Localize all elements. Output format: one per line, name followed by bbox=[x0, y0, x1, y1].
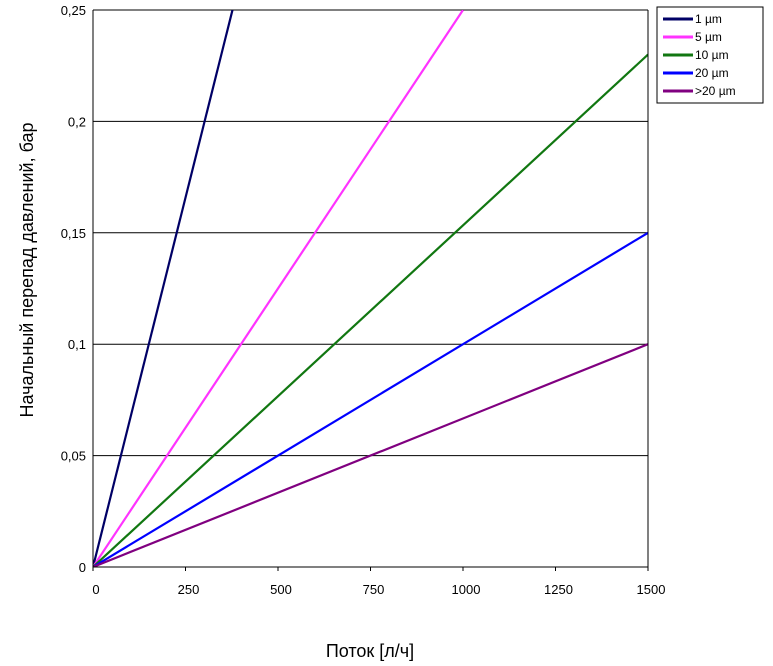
series-line-4 bbox=[93, 343, 648, 567]
y-tick-label: 0,2 bbox=[68, 114, 86, 129]
x-tick-labels: 0 250 500 750 1000 1250 1500 bbox=[92, 582, 665, 597]
x-tick-label: 750 bbox=[363, 582, 385, 597]
y-tick-label: 0,1 bbox=[68, 337, 86, 352]
legend-label: 20 µm bbox=[695, 66, 729, 80]
x-tick-label: 1250 bbox=[544, 582, 573, 597]
x-tick-label: 1000 bbox=[452, 582, 481, 597]
x-axis-title: Поток [л/ч] bbox=[326, 641, 414, 661]
y-tick-label: 0,15 bbox=[61, 226, 86, 241]
legend-label: 1 µm bbox=[695, 12, 722, 26]
y-tick-label: 0 bbox=[79, 560, 86, 575]
y-tick-label: 0,05 bbox=[61, 449, 86, 464]
axes bbox=[92, 10, 649, 571]
x-tick-label: 500 bbox=[270, 582, 292, 597]
legend-label: 5 µm bbox=[695, 30, 722, 44]
series-line-0 bbox=[93, 10, 234, 567]
plot-area bbox=[93, 10, 648, 567]
y-tick-labels: 0 0,05 0,1 0,15 0,2 0,25 bbox=[61, 3, 86, 575]
legend-label: 10 µm bbox=[695, 48, 729, 62]
series-line-2 bbox=[93, 53, 648, 567]
x-tick-label: 1500 bbox=[637, 582, 666, 597]
y-axis-title: Начальный перепад давлений, бар bbox=[17, 122, 37, 417]
grid-lines bbox=[93, 9, 648, 457]
x-tick-label: 250 bbox=[178, 582, 200, 597]
series-lines bbox=[93, 10, 648, 567]
legend: 1 µm 5 µm 10 µm 20 µm >20 µm bbox=[656, 6, 764, 104]
series-line-3 bbox=[93, 231, 648, 567]
x-tick-label: 0 bbox=[92, 582, 99, 597]
legend-label: >20 µm bbox=[695, 84, 736, 98]
y-tick-label: 0,25 bbox=[61, 3, 86, 18]
series-line-1 bbox=[93, 10, 464, 567]
